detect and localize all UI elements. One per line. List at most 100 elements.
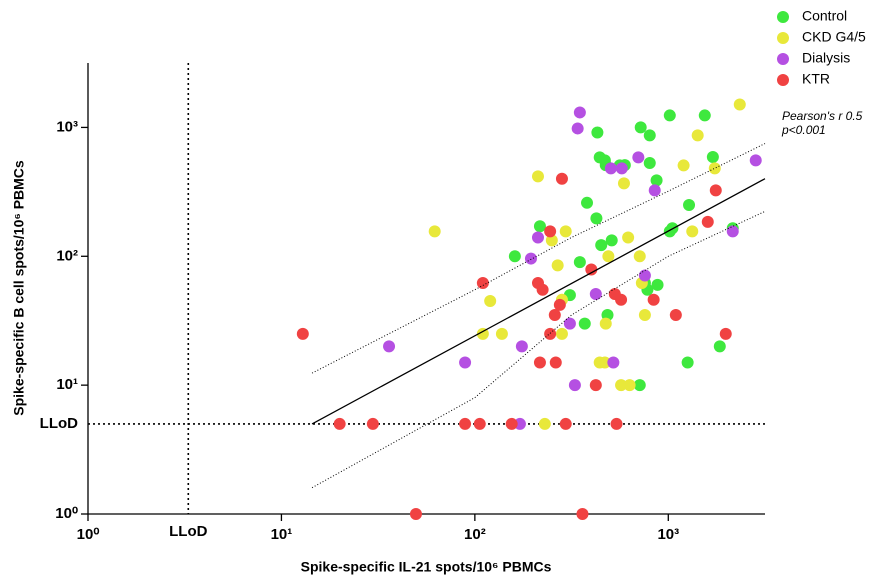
x-tick-label: 10³ [657, 526, 679, 543]
y-axis-title: Spike-specific B cell spots/10⁶ PBMCs [11, 160, 27, 416]
point [576, 508, 589, 520]
point [686, 225, 699, 238]
point [650, 174, 663, 187]
point [544, 327, 557, 340]
point [669, 309, 682, 322]
point [508, 250, 521, 263]
point [589, 379, 602, 392]
point [605, 234, 618, 247]
x-axis-title: Spike-specific IL-21 spots/10⁶ PBMCs [301, 559, 552, 575]
point [459, 417, 472, 430]
point [578, 317, 591, 330]
legend-marker [777, 32, 789, 44]
point [555, 327, 568, 340]
point [538, 417, 551, 430]
x-tick-label: 10⁰ [77, 526, 100, 543]
point [559, 225, 572, 238]
annotation: Pearson's r 0.5 [782, 109, 863, 123]
point [648, 184, 661, 197]
point [553, 298, 566, 311]
point [366, 417, 379, 430]
point [632, 151, 645, 164]
point [573, 106, 586, 119]
point [663, 109, 676, 122]
legend-marker [777, 11, 789, 23]
point [719, 327, 732, 340]
point [548, 309, 561, 322]
point [604, 162, 617, 175]
point [476, 277, 489, 290]
confidence-lower [311, 210, 766, 489]
y-tick-label: 10⁰ [55, 505, 78, 522]
point [647, 293, 660, 306]
point [733, 98, 746, 111]
point [698, 109, 711, 122]
y-tick-label: 10¹ [56, 376, 78, 393]
point [409, 508, 422, 520]
point [333, 417, 346, 430]
point [615, 379, 628, 392]
reference-label: LLoD [40, 415, 78, 432]
point [599, 317, 612, 330]
point [473, 417, 486, 430]
point [589, 287, 602, 300]
point [623, 379, 636, 392]
point [610, 417, 623, 430]
point [524, 252, 537, 265]
point [555, 172, 568, 185]
point [677, 159, 690, 172]
point [638, 269, 651, 282]
x-tick-label: 10¹ [271, 526, 293, 543]
point [634, 121, 647, 134]
point [633, 379, 646, 392]
point [651, 278, 664, 291]
point [581, 196, 594, 209]
point [749, 154, 762, 167]
point [691, 129, 704, 142]
point [484, 294, 497, 307]
point [708, 162, 721, 175]
point [531, 231, 544, 244]
legend-label: CKD G4/5 [802, 29, 866, 45]
point [633, 250, 646, 263]
point [533, 220, 546, 233]
point [513, 417, 526, 430]
reference-label: LLoD [169, 523, 207, 540]
point [428, 225, 441, 238]
point [615, 162, 628, 175]
point [551, 259, 564, 272]
point [591, 126, 604, 139]
point [545, 234, 558, 247]
legend-label: KTR [802, 71, 830, 87]
x-tick-label: 10² [464, 526, 486, 543]
point [681, 356, 694, 369]
point [476, 327, 489, 340]
point [571, 122, 584, 135]
point [683, 199, 696, 212]
point [515, 340, 528, 353]
point [533, 356, 546, 369]
point [459, 356, 472, 369]
point [531, 170, 544, 183]
point [590, 212, 603, 225]
fit-line [311, 178, 766, 425]
point [607, 356, 620, 369]
legend-label: Control [802, 8, 847, 24]
legend-label: Dialysis [802, 50, 850, 66]
point [617, 177, 630, 190]
y-tick-label: 10³ [56, 118, 78, 135]
point [296, 327, 309, 340]
point [505, 417, 518, 430]
point [568, 379, 581, 392]
point [573, 256, 586, 269]
point [595, 239, 608, 252]
point [615, 293, 628, 306]
point [701, 215, 714, 228]
point [495, 327, 508, 340]
y-tick-label: 10² [56, 247, 78, 264]
point [726, 225, 739, 238]
annotation: p<0.001 [781, 123, 826, 137]
legend-marker [777, 74, 789, 86]
point [544, 225, 557, 238]
